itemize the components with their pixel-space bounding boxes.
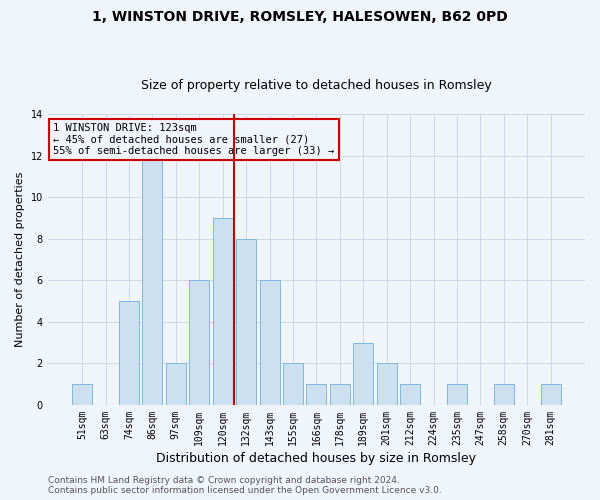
X-axis label: Distribution of detached houses by size in Romsley: Distribution of detached houses by size … xyxy=(157,452,476,465)
Bar xyxy=(330,384,350,405)
Bar xyxy=(541,384,560,405)
Bar xyxy=(377,364,397,405)
Bar xyxy=(260,280,280,405)
Bar xyxy=(283,364,303,405)
Text: 1, WINSTON DRIVE, ROMSLEY, HALESOWEN, B62 0PD: 1, WINSTON DRIVE, ROMSLEY, HALESOWEN, B6… xyxy=(92,10,508,24)
Bar xyxy=(72,384,92,405)
Bar xyxy=(190,280,209,405)
Bar xyxy=(307,384,326,405)
Bar xyxy=(142,156,163,405)
Bar xyxy=(236,238,256,405)
Bar xyxy=(494,384,514,405)
Bar xyxy=(166,364,186,405)
Bar xyxy=(213,218,233,405)
Title: Size of property relative to detached houses in Romsley: Size of property relative to detached ho… xyxy=(141,79,492,92)
Bar xyxy=(353,342,373,405)
Text: 1 WINSTON DRIVE: 123sqm
← 45% of detached houses are smaller (27)
55% of semi-de: 1 WINSTON DRIVE: 123sqm ← 45% of detache… xyxy=(53,122,334,156)
Text: Contains HM Land Registry data © Crown copyright and database right 2024.
Contai: Contains HM Land Registry data © Crown c… xyxy=(48,476,442,495)
Y-axis label: Number of detached properties: Number of detached properties xyxy=(15,172,25,347)
Bar xyxy=(400,384,420,405)
Bar xyxy=(119,301,139,405)
Bar xyxy=(447,384,467,405)
